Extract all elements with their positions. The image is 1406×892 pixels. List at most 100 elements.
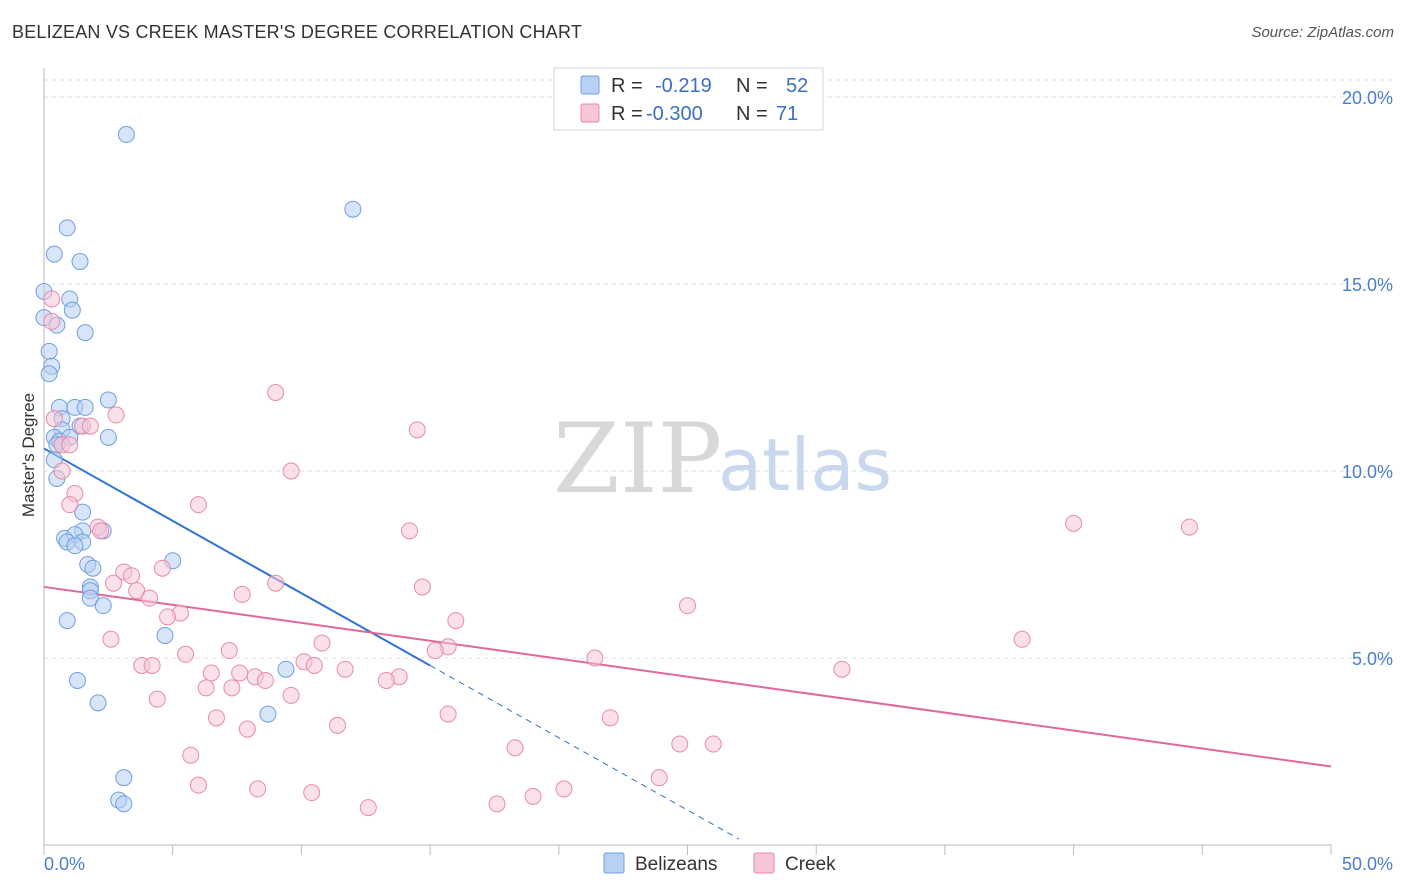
point-creek-70 [303, 784, 321, 802]
point-creek-35 [313, 634, 331, 652]
point-creek-55 [282, 686, 300, 704]
point-creek-15 [1065, 514, 1083, 532]
series-label-creek: Creek [785, 854, 836, 875]
point-creek-51 [197, 679, 215, 697]
point-belizeans-41 [81, 589, 99, 607]
point-creek-44 [143, 656, 161, 674]
point-creek-22 [123, 567, 141, 585]
chart-title: BELIZEAN VS CREEK MASTER'S DEGREE CORREL… [12, 22, 583, 42]
point-creek-28 [141, 589, 159, 607]
y-tick-label-0: 5.0% [1352, 649, 1393, 669]
point-creek-65 [182, 746, 200, 764]
point-belizeans-49 [115, 769, 133, 787]
watermark-atlas: atlas [718, 423, 892, 507]
legend-swatch-pink [580, 103, 600, 123]
point-creek-4 [45, 410, 63, 428]
point-creek-58 [207, 709, 225, 727]
series-swatch-creek [753, 852, 775, 874]
legend-n-label-blue: N = [736, 75, 768, 97]
point-belizeans-14 [99, 391, 117, 409]
point-creek-19 [401, 522, 419, 540]
point-creek-20 [153, 559, 171, 577]
point-creek-68 [249, 780, 267, 798]
point-creek-42 [305, 656, 323, 674]
series-legend: Belizeans Creek [603, 852, 836, 875]
legend-r-label-pink: R = [611, 103, 643, 125]
legend-r-value-blue: -0.219 [655, 75, 712, 97]
point-creek-24 [267, 574, 285, 592]
point-creek-26 [128, 582, 146, 600]
point-creek-63 [704, 735, 722, 753]
point-creek-61 [238, 720, 256, 738]
point-creek-57 [439, 705, 457, 723]
point-belizeans-48 [259, 705, 277, 723]
point-belizeans-38 [84, 559, 102, 577]
y-tick-label-2: 15.0% [1342, 275, 1393, 295]
point-belizeans-43 [58, 612, 76, 630]
point-creek-18 [92, 522, 110, 540]
point-creek-31 [159, 608, 177, 626]
point-creek-3 [107, 406, 125, 424]
point-creek-62 [671, 735, 689, 753]
point-belizeans-24 [99, 428, 117, 446]
point-belizeans-10 [76, 324, 94, 342]
point-creek-6 [81, 417, 99, 435]
point-belizeans-1 [344, 200, 362, 218]
point-creek-40 [586, 649, 604, 667]
point-creek-66 [650, 769, 668, 787]
point-belizeans-7 [63, 301, 81, 319]
point-creek-53 [256, 671, 274, 689]
point-creek-37 [220, 642, 238, 660]
point-creek-48 [231, 664, 249, 682]
legend-n-value-blue: 52 [786, 75, 808, 97]
point-creek-72 [488, 795, 506, 813]
point-creek-11 [282, 462, 300, 480]
point-creek-60 [328, 716, 346, 734]
point-creek-34 [1013, 630, 1031, 648]
x-tick-labels: 0.0% 50.0% [44, 854, 1393, 874]
point-creek-59 [601, 709, 619, 727]
axes [43, 68, 1332, 855]
y-axis-title: Master's Degree [19, 393, 38, 517]
point-creek-47 [202, 664, 220, 682]
point-creek-9 [61, 436, 79, 454]
legend-n-value-pink: 71 [776, 103, 798, 125]
point-creek-32 [447, 612, 465, 630]
point-creek-10 [53, 462, 71, 480]
point-creek-67 [189, 776, 207, 794]
series-label-belizeans: Belizeans [635, 854, 717, 875]
point-creek-2 [267, 383, 285, 401]
point-belizeans-45 [277, 660, 295, 678]
point-belizeans-28 [74, 503, 92, 521]
point-belizeans-47 [89, 694, 107, 712]
legend-r-value-pink: -0.300 [646, 103, 703, 125]
trend-line-belizeans-extension [429, 665, 740, 840]
y-tick-labels: 5.0% 10.0% 15.0% 20.0% [1342, 88, 1393, 669]
point-belizeans-51 [115, 795, 133, 813]
x-tick-label-min: 0.0% [44, 854, 85, 874]
point-creek-45 [833, 660, 851, 678]
point-creek-52 [223, 679, 241, 697]
point-belizeans-17 [76, 398, 94, 416]
point-creek-29 [679, 597, 696, 615]
x-tick-label-max: 50.0% [1342, 854, 1393, 874]
trend-line-belizeans [43, 447, 431, 667]
data-points [35, 125, 1198, 817]
point-creek-27 [233, 585, 251, 603]
point-belizeans-2 [58, 219, 76, 237]
point-creek-16 [1180, 518, 1198, 536]
point-creek-39 [426, 642, 444, 660]
trend-line-creek [43, 585, 1332, 768]
point-belizeans-11 [40, 342, 58, 360]
point-creek-1 [43, 312, 61, 330]
legend-swatch-blue [580, 75, 600, 95]
point-creek-25 [413, 578, 431, 596]
chart-source: Source: ZipAtlas.com [1251, 24, 1394, 41]
point-creek-56 [148, 690, 166, 708]
point-creek-73 [359, 799, 377, 817]
watermark: ZIP atlas [553, 403, 892, 515]
point-creek-33 [102, 630, 120, 648]
point-belizeans-4 [71, 253, 89, 271]
point-creek-71 [524, 787, 542, 805]
